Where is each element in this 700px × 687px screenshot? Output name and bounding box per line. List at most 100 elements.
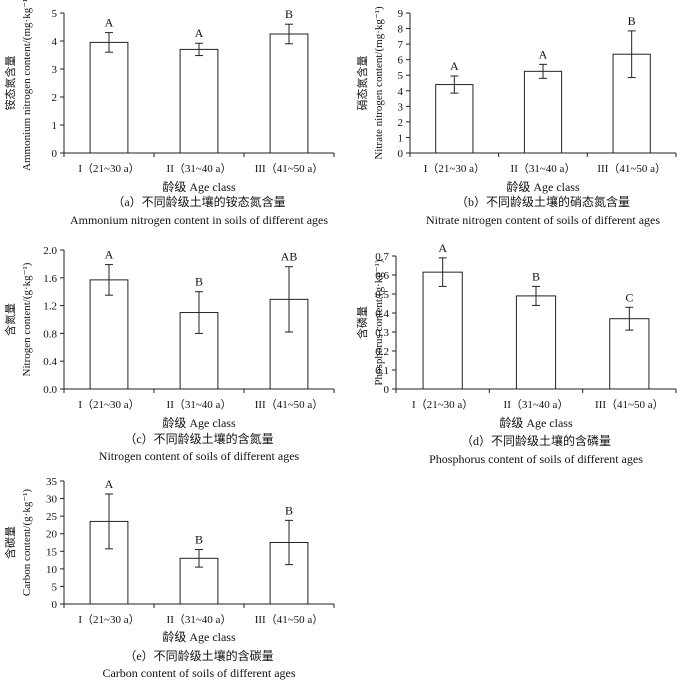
panel-b-y-tick-label: 2 [398, 117, 404, 129]
panel-e-y-tick-label: 25 [46, 511, 58, 523]
panel-d-y-tick-label: 0.6 [375, 270, 389, 282]
panel-b-caption-en: Nitrate nitrogen content of soils of dif… [426, 213, 660, 227]
panel-d-y-tick-label: 0.4 [375, 308, 389, 320]
panel-b-y-tick-label: 4 [398, 86, 404, 98]
panel-e-category-label: II（31~40 a） [167, 613, 232, 626]
panel-a-y-label: Ammonium nitrogen content/(mg·kg⁻¹) [21, 0, 33, 171]
panel-b-caption-cn: （b）不同龄级土壤的硝态氮含量 [456, 194, 630, 209]
panel-a-y-tick-label: 3 [52, 64, 58, 76]
panel-a-bar[interactable] [89, 41, 129, 154]
panel-c-significance-label: B [195, 275, 203, 289]
panel-e-y-tick-label: 0 [52, 599, 58, 611]
panel-b-category-label: I（21~30 a） [424, 162, 485, 175]
panel-a-category-label: I（21~30 a） [78, 162, 139, 175]
panel-d-x-label: 龄级 Age class [499, 416, 573, 430]
panel-c-category-label: I（21~30 a） [78, 398, 139, 411]
panel-d-y-tick-label: 0 [384, 384, 390, 396]
panel-d-significance-label: B [532, 269, 540, 283]
panel-a-category-label: III（41~50 a） [255, 162, 324, 175]
panel-a-significance-label: A [195, 26, 204, 40]
panel-a-y-tick-label: 1 [52, 120, 58, 132]
panel-c-significance-label: A [105, 248, 114, 262]
panel-e-significance-label: B [195, 533, 203, 547]
panel-c-y-tick-label: 2.0 [43, 245, 57, 257]
panel-d-bar[interactable] [515, 295, 557, 390]
panel-a-y-tick-label: 5 [52, 8, 58, 20]
panel-c-category-label: II（31~40 a） [167, 398, 232, 411]
panel-b-category-label: II（31~40 a） [511, 162, 576, 175]
panel-d-y-tick-label: 0.5 [375, 289, 389, 301]
panel-b-x-label: 龄级 Age class [506, 180, 580, 194]
panel-b-y-label: Nitrate nitrogen content/(mg·kg⁻¹) [373, 6, 385, 160]
panel-d-category-label: I（21~30 a） [412, 398, 473, 411]
panel-a-y-tick-label: 0 [52, 148, 58, 160]
panel-c-y-label-cn: 含氮量 [3, 303, 17, 336]
panel-d-category-label: III（41~50 a） [595, 398, 664, 411]
panel-a-category-label: II（31~40 a） [167, 162, 232, 175]
panel-b-y-tick-label: 6 [398, 55, 404, 67]
panel-e-significance-label: B [285, 503, 293, 517]
panel-d-y-tick-label: 0.2 [375, 346, 389, 358]
panel-d-significance-label: C [625, 290, 633, 304]
panel-e-y-label: Carbon content/(g·kg⁻¹) [21, 489, 33, 596]
panel-a-x-label: 龄级 Age class [162, 180, 236, 194]
panel-c-category-label: III（41~50 a） [255, 398, 324, 411]
panel-c-y-tick-label: 1.2 [43, 301, 57, 313]
panel-d-bar[interactable] [422, 271, 463, 390]
panel-b-y-tick-label: 0 [398, 148, 404, 160]
panel-c-caption-en: Nitrogen content of soils of different a… [99, 449, 300, 463]
panel-c-caption-cn: （c）不同龄级土壤的含氮量 [124, 431, 273, 446]
panel-b-significance-label: A [539, 47, 548, 61]
panel-c-x-label: 龄级 Age class [162, 416, 236, 430]
panel-c-y-tick-label: 0.8 [43, 328, 57, 340]
panel-a-bar[interactable] [269, 33, 309, 154]
panel-a-y-tick-label: 2 [52, 92, 58, 104]
panel-c-bar[interactable] [89, 279, 129, 390]
panel-a-bar[interactable] [179, 48, 219, 154]
panel-d-y-tick-label: 0.7 [375, 251, 389, 263]
panel-b-bar[interactable] [435, 84, 474, 154]
panel-a-y-label-cn: 铵态氮含量 [3, 56, 17, 111]
panel-a-significance-label: A [105, 16, 114, 30]
panel-d-caption-cn: （d）不同龄级土壤的含磷量 [461, 433, 611, 448]
panel-b-bar[interactable] [523, 70, 563, 154]
panel-c-y-label: Nitrogen content/(g·kg⁻¹) [21, 262, 33, 376]
panel-b-y-tick-label: 9 [398, 8, 404, 20]
panel-c-y-tick-label: 0.0 [43, 384, 57, 396]
panel-d-category-label: II（31~40 a） [504, 398, 569, 411]
panel-e-x-label: 龄级 Age class [162, 630, 236, 644]
panel-d-y-tick-label: 0.3 [375, 327, 389, 339]
panel-e-caption-cn: （e）不同龄级土壤的含碳量 [124, 648, 273, 663]
panel-a-y-tick-label: 4 [52, 36, 58, 48]
panel-e-significance-label: A [105, 477, 114, 491]
panel-b-significance-label: A [450, 59, 459, 73]
panel-b-y-label-cn: 硝态氮含量 [355, 56, 369, 111]
panel-d-y-tick-label: 0.1 [375, 365, 389, 377]
panel-e-y-label-cn: 含碳量 [3, 526, 17, 559]
panel-b-y-tick-label: 5 [398, 70, 404, 82]
panel-b-y-tick-label: 8 [398, 24, 404, 36]
panel-b-y-tick-label: 1 [398, 132, 404, 144]
panel-e-y-tick-label: 10 [46, 564, 58, 576]
panel-d-significance-label: A [438, 241, 447, 255]
panel-c-y-tick-label: 1.6 [43, 273, 57, 285]
panel-c-y-tick-label: 0.4 [43, 356, 57, 368]
panel-e-category-label: III（41~50 a） [255, 613, 324, 626]
panel-e-caption-en: Carbon content of soils of different age… [102, 666, 295, 680]
panel-b-significance-label: B [628, 14, 636, 28]
panel-a-caption-en: Ammonium nitrogen content in soils of di… [70, 213, 328, 227]
panel-e-y-tick-label: 15 [46, 546, 58, 558]
panel-d-y-label: Phosphorus content/(g·kg⁻¹) [373, 259, 385, 385]
panel-b-y-tick-label: 3 [398, 101, 404, 113]
panel-e-y-tick-label: 20 [46, 529, 58, 541]
panel-a-significance-label: B [285, 7, 293, 21]
panel-c-significance-label: AB [281, 250, 298, 264]
panel-e-y-tick-label: 5 [52, 581, 58, 593]
panel-d-y-label-cn: 含磷量 [355, 306, 369, 339]
panel-a-caption-cn: （a）不同龄级土壤的铵态氮含量 [112, 194, 285, 209]
panel-b-category-label: III（41~50 a） [597, 162, 666, 175]
panel-d-caption-en: Phosphorus content of soils of different… [429, 452, 643, 466]
panel-e-y-tick-label: 35 [46, 476, 58, 488]
panel-e-y-tick-label: 30 [46, 494, 58, 506]
